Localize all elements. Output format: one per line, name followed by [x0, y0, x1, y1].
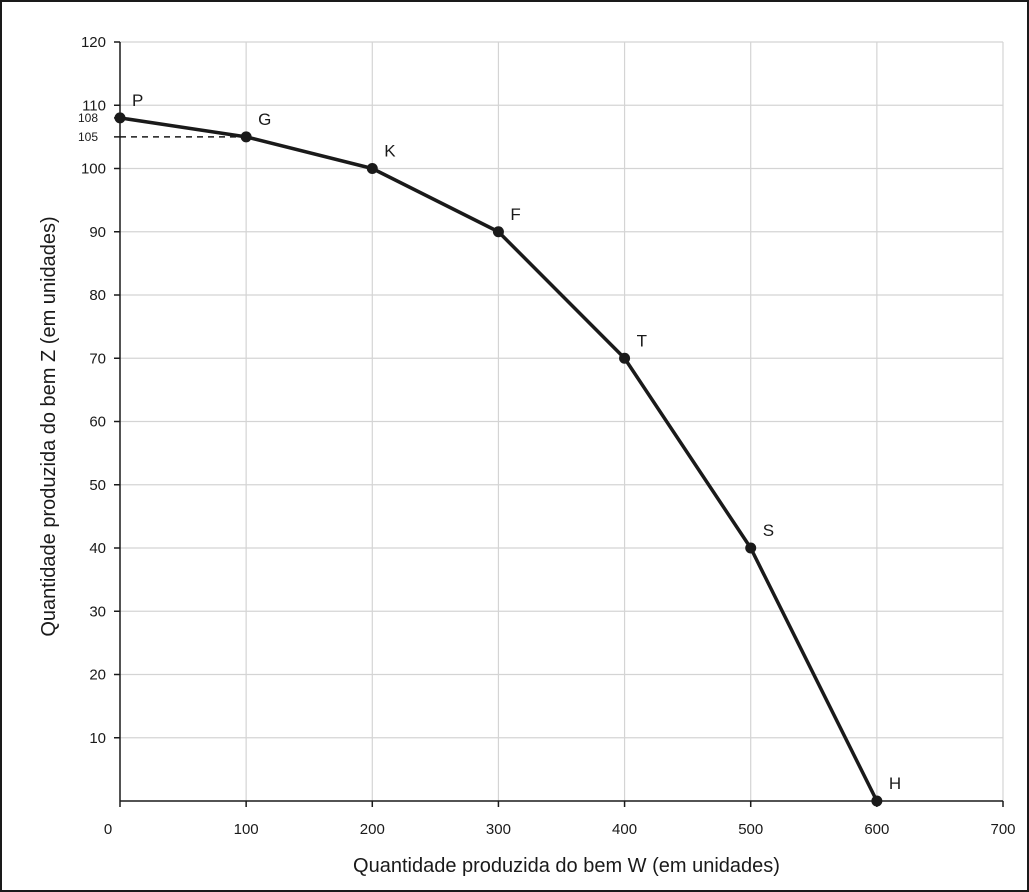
- x-tick-label: 700: [990, 821, 1015, 838]
- y-tick-label: 10: [89, 730, 106, 747]
- y-tick-label: 120: [81, 34, 106, 51]
- y-tick-label: 60: [89, 414, 106, 431]
- y-small-tick-label: 105: [78, 130, 98, 144]
- data-point-g: [241, 131, 252, 142]
- y-tick-label: 40: [89, 540, 106, 557]
- y-tick-label: 90: [89, 224, 106, 241]
- y-tick-label: 70: [89, 350, 106, 367]
- point-label-t: T: [637, 331, 647, 350]
- y-tick-label: 80: [89, 287, 106, 304]
- data-point-f: [493, 226, 504, 237]
- x-axis-title: Quantidade produzida do bem W (em unidad…: [353, 855, 780, 877]
- point-label-h: H: [889, 774, 901, 793]
- x-tick-label: 500: [738, 821, 763, 838]
- point-label-k: K: [384, 142, 396, 161]
- x-tick-label: 0: [104, 821, 112, 838]
- x-tick-label: 100: [234, 821, 259, 838]
- y-tick-label: 20: [89, 667, 106, 684]
- y-tick-label: 100: [81, 161, 106, 178]
- point-labels: P G K F T S H: [132, 91, 901, 793]
- data-point-k: [367, 163, 378, 174]
- y-axis-title: Quantidade produzida do bem Z (em unidad…: [38, 216, 60, 636]
- y-small-tick-label: 108: [78, 111, 98, 125]
- point-label-p: P: [132, 91, 143, 110]
- x-tick-label: 200: [360, 821, 385, 838]
- point-label-s: S: [763, 521, 774, 540]
- grid-lines: [120, 42, 1003, 801]
- y-tick-label: 30: [89, 603, 106, 620]
- x-tick-label: 600: [864, 821, 889, 838]
- point-label-g: G: [258, 110, 271, 129]
- x-tick-label: 300: [486, 821, 511, 838]
- data-point-s: [745, 543, 756, 554]
- x-axis-ticks: 0 100 200 300 400 500 600 700: [104, 801, 1016, 838]
- y-tick-label: 50: [89, 477, 106, 494]
- x-tick-label: 400: [612, 821, 637, 838]
- data-point-p: [115, 112, 126, 123]
- data-point-t: [619, 353, 630, 364]
- data-point-h: [871, 796, 882, 807]
- point-label-f: F: [510, 205, 520, 224]
